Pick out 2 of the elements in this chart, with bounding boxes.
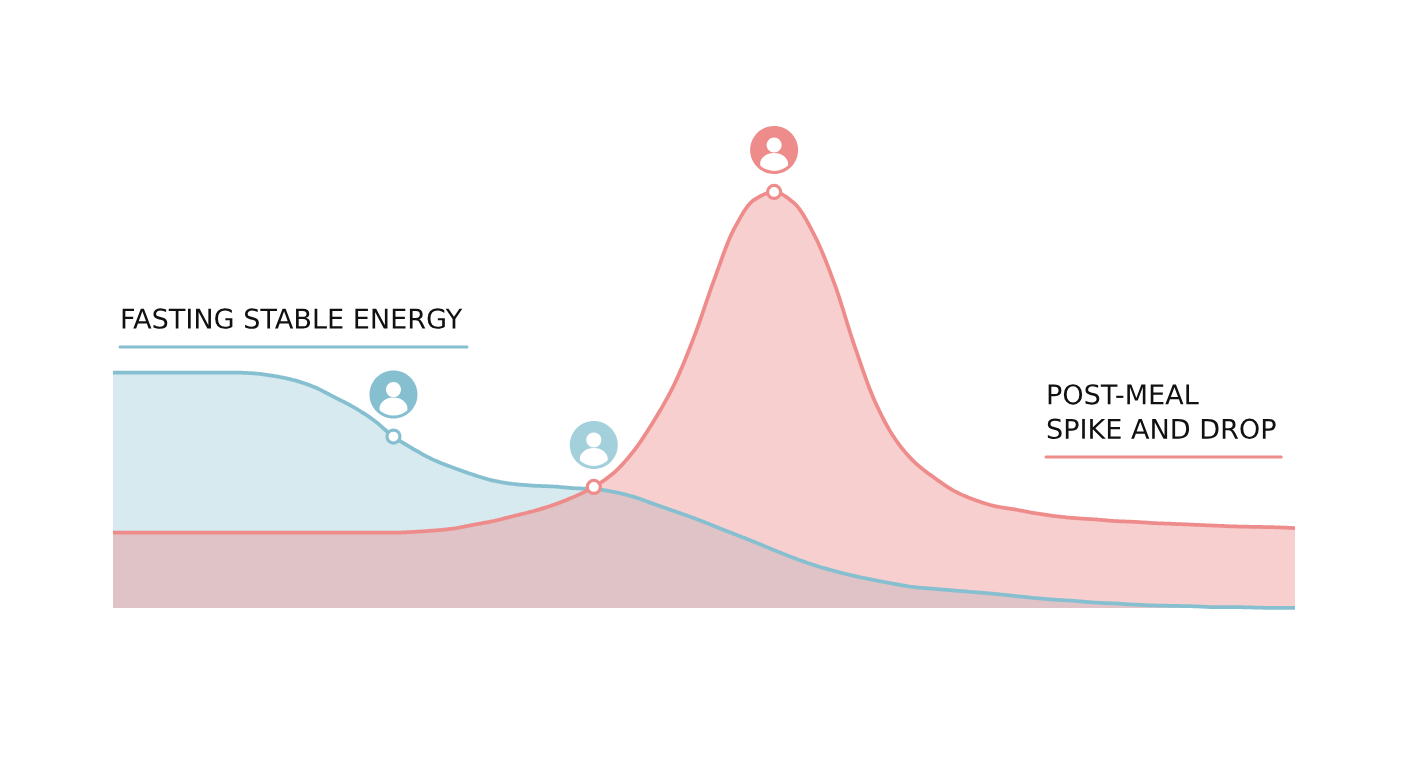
- series-label: FASTING STABLE ENERGY: [122, 308, 463, 329]
- text: POST-MEAL SPIKE AND DROP: [1047, 384, 1276, 440]
